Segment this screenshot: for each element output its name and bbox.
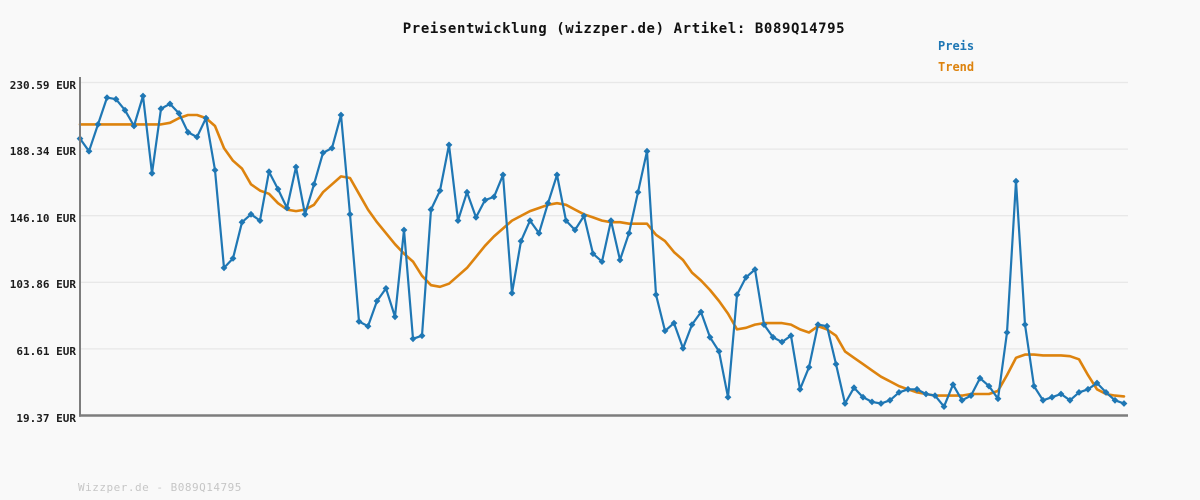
chart-title: Preisentwicklung (wizzper.de) Artikel: B… xyxy=(402,21,846,37)
y-tick-label: 146.10 EUR xyxy=(9,211,76,225)
price-line xyxy=(78,94,1126,408)
y-tick-label: 61.61 EUR xyxy=(16,344,76,358)
legend-item-trend: Trend xyxy=(938,60,975,74)
legend: Preis Trend xyxy=(938,40,974,82)
legend-item-preis: Preis xyxy=(938,39,975,53)
y-tick-label: 188.34 EUR xyxy=(9,145,76,159)
y-tick-label: 19.37 EUR xyxy=(16,411,76,425)
y-tick-label: 103.86 EUR xyxy=(9,278,76,292)
y-tick-label: 230.59 EUR xyxy=(9,78,76,92)
watermark: Wizzper.de - B089Q14795 xyxy=(78,481,242,494)
trend-line xyxy=(78,113,1126,398)
